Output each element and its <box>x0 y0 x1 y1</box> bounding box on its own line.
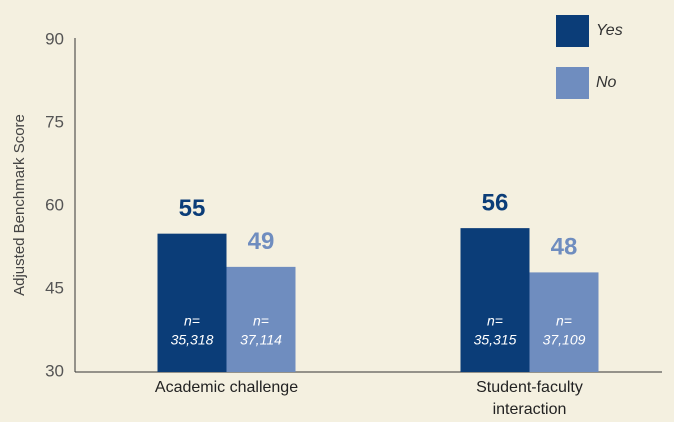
x-tick-label: Student-faculty interaction <box>476 379 583 418</box>
y-tick-label: 60 <box>45 195 64 214</box>
value-label: 56 <box>482 189 509 216</box>
y-tick-label: 90 <box>45 29 64 48</box>
legend-label: No <box>596 74 617 91</box>
bar <box>157 233 227 372</box>
legend-swatch <box>556 15 589 47</box>
legend-label: Yes <box>596 22 623 39</box>
value-label: 49 <box>248 228 275 255</box>
n-prefix: n= <box>556 313 572 329</box>
n-prefix: n= <box>253 313 269 329</box>
bar <box>460 228 530 372</box>
y-tick-label: 45 <box>45 278 64 297</box>
n-label: 37,114 <box>240 332 282 348</box>
n-label: 35,318 <box>171 332 214 348</box>
x-tick-label: Academic challenge <box>154 379 299 396</box>
y-axis-title: Adjusted Benchmark Score <box>11 114 28 296</box>
legend-swatch <box>556 67 589 99</box>
n-prefix: n= <box>487 313 503 329</box>
n-label: 37,109 <box>543 332 586 348</box>
bar <box>226 266 296 372</box>
n-prefix: n= <box>184 313 200 329</box>
bar <box>529 272 599 372</box>
n-label: 35,315 <box>474 332 517 348</box>
y-tick-label: 75 <box>45 112 64 131</box>
y-tick-label: 30 <box>45 361 64 380</box>
value-label: 48 <box>551 234 578 261</box>
value-label: 55 <box>179 195 206 222</box>
